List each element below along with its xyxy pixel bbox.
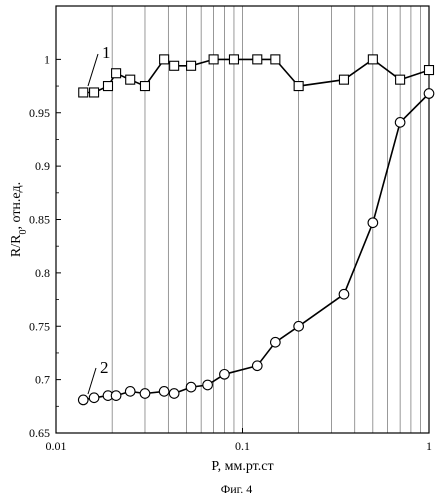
data-point-circle [159, 387, 169, 397]
curve-label-2: 2 [100, 358, 109, 377]
x-tick-label: 0.01 [46, 439, 67, 453]
curve-leader-1 [88, 54, 98, 86]
data-point-square [140, 82, 149, 91]
data-point-square [126, 75, 135, 84]
figure-caption: Фиг. 4 [221, 482, 252, 496]
data-point-circle [111, 391, 121, 401]
data-point-square [170, 61, 179, 70]
data-point-circle [89, 393, 99, 403]
data-point-square [294, 82, 303, 91]
series-1 [79, 55, 434, 97]
y-axis-label-main: R/R [9, 234, 24, 257]
y-tick-label: 0.85 [29, 213, 50, 227]
y-tick-label: 0.8 [35, 266, 50, 280]
y-tick-label: 0.7 [35, 373, 50, 387]
data-point-circle [368, 218, 378, 228]
data-point-square [187, 61, 196, 70]
data-point-square [209, 55, 218, 64]
series-layer [78, 55, 433, 405]
data-point-square [253, 55, 262, 64]
y-tick-label: 0.65 [29, 426, 50, 440]
data-point-circle [339, 289, 349, 299]
data-point-circle [395, 118, 405, 128]
data-point-square [112, 69, 121, 78]
data-point-square [79, 88, 88, 97]
y-tick-label: 0.75 [29, 319, 50, 333]
data-point-circle [78, 395, 88, 405]
data-point-circle [203, 380, 213, 390]
data-point-square [368, 55, 377, 64]
data-point-square [160, 55, 169, 64]
x-axis-label: P, мм.рт.ст [211, 459, 273, 474]
curve-label-1: 1 [102, 43, 111, 62]
data-point-square [229, 55, 238, 64]
data-point-circle [186, 382, 196, 392]
x-tick-label: 1 [426, 439, 432, 453]
data-point-circle [424, 89, 434, 99]
data-point-circle [271, 337, 281, 347]
x-tick-label: 0.1 [235, 439, 250, 453]
y-tick-label: 1 [44, 52, 50, 66]
data-point-circle [125, 387, 135, 397]
y-tick-label: 0.95 [29, 106, 50, 120]
data-point-circle [169, 389, 179, 399]
data-point-square [339, 75, 348, 84]
y-axis-label: R/R0, отн.ед. [9, 182, 29, 257]
ticks-layer: 0.65 0.7 0.75 0.8 0.85 0.9 0.95 1 0.01 0.1 1 [29, 52, 432, 453]
curve-leader-2 [88, 368, 96, 394]
data-point-circle [252, 361, 262, 371]
data-point-circle [140, 389, 150, 399]
data-point-circle [294, 321, 304, 331]
data-point-square [396, 75, 405, 84]
series-2 [78, 89, 433, 405]
y-axis-label-rest: , отн.ед. [9, 182, 24, 230]
data-point-square [271, 55, 280, 64]
y-tick-label: 0.9 [35, 159, 50, 173]
data-point-square [90, 88, 99, 97]
data-point-circle [220, 369, 230, 379]
data-point-square [103, 82, 112, 91]
data-point-square [425, 66, 434, 75]
series-line [83, 94, 429, 400]
